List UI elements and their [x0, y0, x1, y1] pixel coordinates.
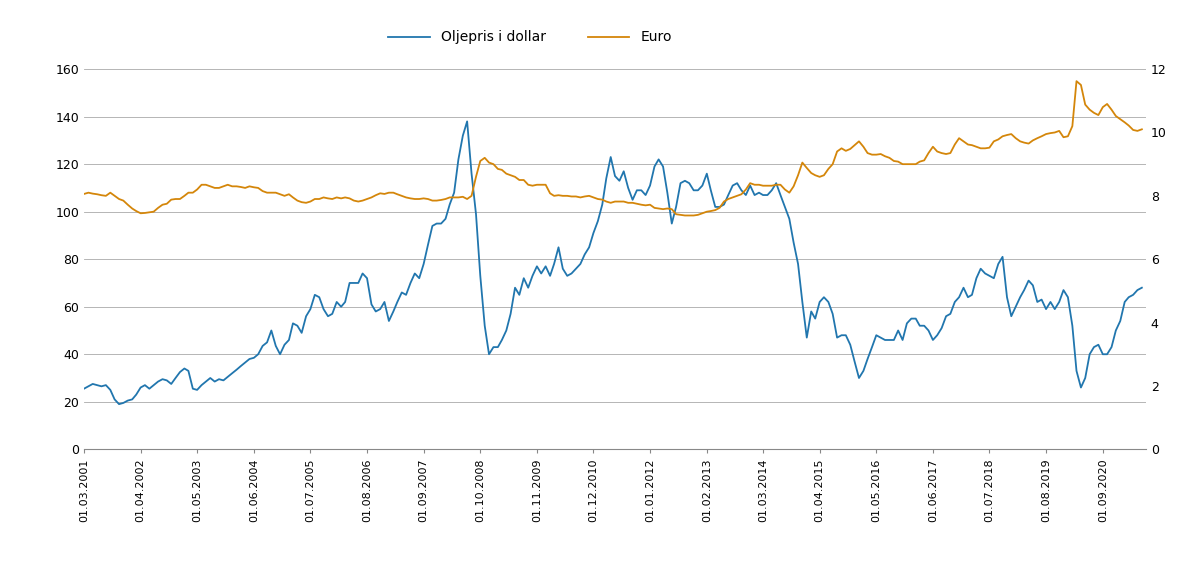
Legend: Oljepris i dollar, Euro: Oljepris i dollar, Euro	[388, 31, 672, 44]
Line: Oljepris i dollar: Oljepris i dollar	[84, 122, 1142, 404]
Line: Euro: Euro	[84, 81, 1142, 215]
